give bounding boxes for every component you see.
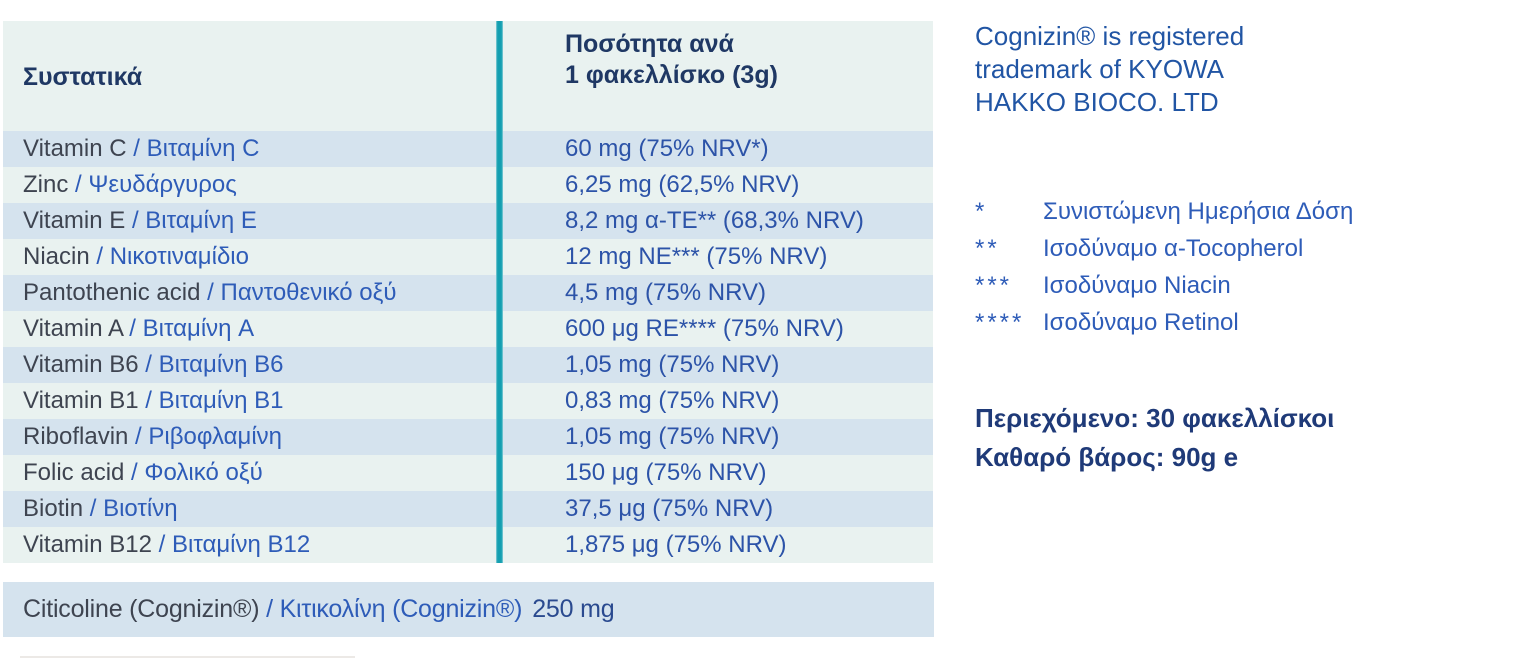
citicoline-row: Citicoline (Cognizin®) / Κιτικολίνη (Cog… [3, 582, 934, 637]
ingredient-name-el: Κιτικολίνη (Cognizin®) [279, 595, 523, 623]
ingredient-name-en: Biotin [23, 495, 84, 522]
ingredient-name-el: Βιοτίνη [103, 495, 178, 522]
ingredient-amount: 37,5 μg (75% NRV) [565, 495, 774, 522]
table-row: Vitamin E / Βιταμίνη E 8,2 mg α-TE** (68,… [3, 203, 933, 239]
ingredient-name-el: Βιταμίνη B6 [158, 351, 284, 378]
ingredient-name-el: Φολικό οξύ [144, 459, 263, 486]
footnote-marker: ** [975, 235, 1000, 262]
ingredient-name-en: Pantothenic acid [23, 279, 201, 306]
table-row: Pantothenic acid / Παντοθενικό οξύ 4,5 mg… [3, 275, 933, 311]
ingredient-name-en: Vitamin A [23, 315, 123, 342]
bottom-edge-line [20, 656, 355, 658]
ingredient-name-en: Zinc [23, 171, 69, 198]
name-separator: / [138, 387, 159, 414]
table-body: Vitamin C / Βιταμίνη C 60 mg (75% NRV*) Zi… [3, 131, 933, 563]
ingredient-amount: 250 mg [532, 595, 615, 623]
name-separator: / [68, 171, 89, 198]
column-header-quantity-line1: Ποσότητα ανά [565, 30, 734, 58]
table-row: Vitamin A / Βιταμίνη A 600 μg RE**** (75%… [3, 311, 933, 347]
ingredient-amount: 150 μg (75% NRV) [565, 459, 767, 486]
footnote-marker: * [975, 198, 988, 225]
trademark-note-line: HAKKO BIOCO. LTD [975, 87, 1219, 117]
trademark-note: Cognizin® is registered trademark of KYOW… [975, 20, 1244, 119]
ingredient-name-el: Βιταμίνη E [145, 207, 257, 234]
ingredient-amount: 1,875 μg (75% NRV) [565, 531, 787, 558]
ingredient-name-en: Vitamin B12 [23, 531, 152, 558]
ingredient-name-en: Riboflavin [23, 423, 129, 450]
ingredient-name-el: Βιταμίνη A [142, 315, 255, 342]
column-header-quantity-line2: 1 φακελλίσκο (3g) [565, 61, 778, 89]
ingredient-name-el: Βιταμίνη C [146, 135, 260, 162]
name-separator: / [128, 423, 149, 450]
trademark-note-line: Cognizin® is registered [975, 21, 1245, 51]
table-row: Niacin / Νικοτιναμίδιο 12 mg NE*** (75% N… [3, 239, 933, 275]
column-header-quantity: Ποσότητα ανά 1 φακελλίσκο (3g) [565, 29, 778, 91]
ingredient-amount: 4,5 mg (75% NRV) [565, 279, 766, 306]
name-separator: / [259, 595, 280, 623]
ingredient-name-el: Νικοτιναμίδιο [109, 243, 249, 270]
ingredient-name-en: Vitamin B1 [23, 387, 139, 414]
name-separator: / [200, 279, 221, 306]
name-separator: / [122, 315, 143, 342]
ingredient-name-en: Vitamin B6 [23, 351, 139, 378]
ingredient-amount: 60 mg (75% NRV*) [565, 135, 769, 162]
table-row: Riboflavin / Ριβοφλαμίνη 1,05 mg (75% NRV… [3, 419, 933, 455]
footnote: *** Ισοδύναμο Niacin [975, 267, 1353, 304]
table-row: Vitamin B6 / Βιταμίνη B6 1,05 mg (75% NRV… [3, 347, 933, 383]
table-row: Zinc / Ψευδάργυρος 6,25 mg (62,5% NRV) [3, 167, 933, 203]
ingredient-amount: 1,05 mg (75% NRV) [565, 351, 780, 378]
table-row: Vitamin B1 / Βιταμίνη B1 0,83 mg (75% NRV… [3, 383, 933, 419]
ingredients-table: Συστατικά Ποσότητα ανά 1 φακελλίσκο (3g)… [3, 21, 933, 563]
ingredient-amount: 12 mg NE*** (75% NRV) [565, 243, 828, 270]
name-separator: / [126, 135, 147, 162]
name-separator: / [83, 495, 104, 522]
net-weight-line: Καθαρό βάρος: 90g e [975, 442, 1239, 472]
table-row: Folic acid / Φολικό οξύ 150 μg (75% NRV) [3, 455, 933, 491]
name-separator: / [124, 459, 145, 486]
ingredient-name-el: Βιταμίνη B12 [171, 531, 311, 558]
table-row: Vitamin C / Βιταμίνη C 60 mg (75% NRV*) [3, 131, 933, 167]
footnote-text: Ισοδύναμο Retinol [1043, 309, 1239, 336]
ingredient-name-en: Folic acid [23, 459, 125, 486]
footnote-text: Συνιστώμενη Ημερήσια Δόση [1043, 198, 1354, 225]
ingredient-name-el: Βιταμίνη B1 [158, 387, 284, 414]
ingredient-name-el: Ριβοφλαμίνη [148, 423, 283, 450]
footnote-text: Ισοδύναμο α-Tocopherol [1043, 235, 1304, 262]
ingredient-amount: 600 μg RE**** (75% NRV) [565, 315, 844, 342]
column-divider [496, 21, 503, 563]
ingredient-amount: 8,2 mg α-TE** (68,3% NRV) [565, 207, 864, 234]
ingredient-amount: 6,25 mg (62,5% NRV) [565, 171, 800, 198]
column-header-ingredients: Συστατικά [23, 63, 143, 91]
content-info: Περιεχόμενο: 30 φακελλίσκοι Καθαρό βάρος… [975, 399, 1334, 477]
ingredient-name-en: Citicoline (Cognizin®) [23, 595, 260, 623]
footnote-text: Ισοδύναμο Niacin [1043, 272, 1231, 299]
footnote-marker: *** [975, 272, 1013, 299]
footnote: ** Ισοδύναμο α-Tocopherol [975, 230, 1353, 267]
table-row: Vitamin B12 / Βιταμίνη B12 1,875 μg (75% … [3, 527, 933, 563]
table-row: Biotin / Βιοτίνη 37,5 μg (75% NRV) [3, 491, 933, 527]
footnote: * Συνιστώμενη Ημερήσια Δόση [975, 193, 1353, 230]
ingredient-name-el: Παντοθενικό οξύ [220, 279, 397, 306]
ingredient-name-en: Niacin [23, 243, 90, 270]
name-separator: / [151, 531, 172, 558]
ingredient-amount: 0,83 mg (75% NRV) [565, 387, 780, 414]
footnote-marker: **** [975, 309, 1025, 336]
footnote: **** Ισοδύναμο Retinol [975, 304, 1353, 341]
ingredient-amount: 1,05 mg (75% NRV) [565, 423, 780, 450]
table-header: Συστατικά Ποσότητα ανά 1 φακελλίσκο (3g) [3, 21, 933, 131]
footnotes-list: * Συνιστώμενη Ημερήσια Δόση ** Ισοδύναμο α-… [975, 193, 1353, 341]
name-separator: / [138, 351, 159, 378]
ingredient-name-en: Vitamin E [23, 207, 126, 234]
name-separator: / [89, 243, 110, 270]
ingredient-name-en: Vitamin C [23, 135, 127, 162]
trademark-note-line: trademark of KYOWA [975, 54, 1224, 84]
content-count-line: Περιεχόμενο: 30 φακελλίσκοι [975, 403, 1335, 433]
ingredient-name-el: Ψευδάργυρος [88, 171, 237, 198]
name-separator: / [125, 207, 146, 234]
